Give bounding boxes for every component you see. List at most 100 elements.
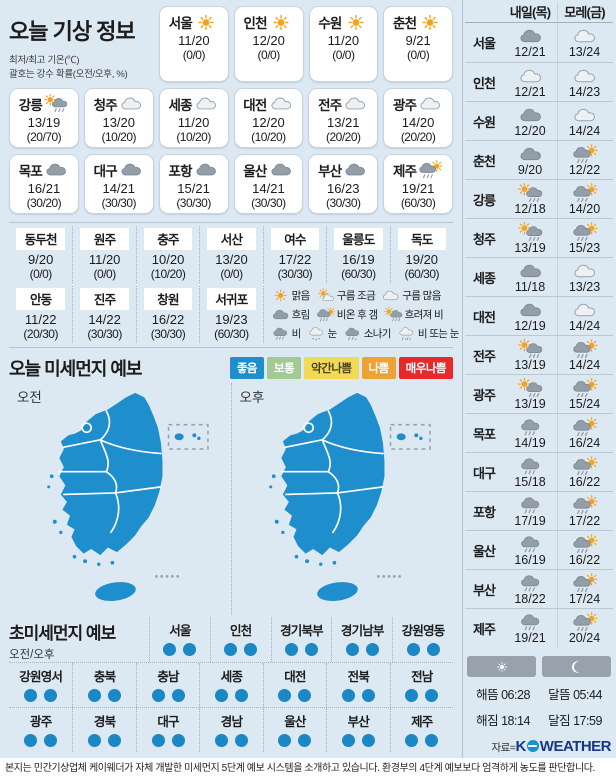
weather-icon	[417, 160, 443, 179]
tomorrow-cell: 13/19	[503, 336, 557, 374]
region-name: 인천	[229, 623, 252, 638]
region-dust-cell: 세종	[199, 662, 262, 707]
tomorrow-cell: 9/20	[503, 141, 557, 179]
weather-icon	[516, 66, 545, 86]
temp-range: 16/22	[151, 311, 185, 327]
am-dust-dot	[24, 733, 38, 747]
city-name: 부산	[473, 582, 496, 598]
city-weather-card: 청주 13/20 (10/20)	[83, 87, 154, 148]
temp-range: 12/20	[514, 123, 546, 138]
dust-level-pill: 나쁨	[361, 356, 396, 379]
map-am-label: 오전	[17, 389, 42, 405]
minor-city-cell: 여수 17/22 (30/30)	[262, 225, 326, 283]
city-weather-card: 울산 14/21 (30/30)	[233, 153, 304, 214]
pm-dust-dot	[425, 688, 439, 702]
dust-dots	[73, 688, 135, 702]
temp-range: 12/19	[514, 318, 546, 333]
city-name: 춘천	[473, 153, 496, 169]
day-after-cell: 16/22	[557, 453, 611, 491]
precip-probability: (0/0)	[257, 48, 281, 62]
am-dust-dot	[151, 733, 165, 747]
subtitle-prob: 괄호는 강수 확률(오전/오후, %)	[9, 68, 128, 80]
ultrafine-section: 초미세먼지 예보 오전/오후 서울 인천 경기북부 경기남부	[9, 616, 453, 752]
region-name: 강원영동	[401, 623, 446, 638]
region-dust-cell: 전북	[326, 662, 389, 707]
region-dust-cell: 강원영동	[392, 616, 453, 662]
weather-icon	[570, 261, 599, 281]
map-pm-label: 오후	[239, 389, 265, 405]
city-weather-card: 인천 12/20 (0/0)	[233, 6, 304, 82]
precip-probability: (30/30)	[325, 195, 361, 210]
legend-label: 비 또는 눈	[417, 327, 459, 340]
legend-item: 소나기	[342, 326, 391, 341]
tomorrow-cell: 12/21	[503, 23, 557, 62]
weather-icon	[342, 160, 368, 179]
region-name: 경북	[93, 714, 116, 729]
city-name: 안동	[16, 287, 66, 310]
weather-icon	[43, 94, 69, 113]
temp-range: 16/21	[27, 180, 61, 196]
temp-range: 19/20	[405, 251, 439, 267]
moon-icon	[571, 660, 579, 673]
minor-city-cell: 충주 10/20 (10/20)	[135, 225, 199, 283]
minor-cities-table: 동두천 9/20 (0/0) 원주 11/20 (0/0) 충주 10/20 (…	[9, 221, 459, 348]
outlook-row: 광주 13/19 15/24	[465, 374, 613, 413]
dust-dots	[137, 688, 199, 702]
city-weather-card: 춘천 9/21 (0/0)	[383, 6, 453, 82]
dust-map-am: 오전	[9, 383, 231, 615]
region-name: 대구	[157, 714, 179, 729]
legend-label: 비	[291, 327, 302, 340]
ultrafine-sub: 오전/오후	[9, 648, 55, 661]
city-name: 동두천	[16, 227, 66, 250]
legend-item: 구름 많음	[380, 288, 441, 303]
region-dust-cell: 경기남부	[331, 616, 392, 662]
pm-dust-dot	[234, 688, 248, 702]
weather-icon	[570, 300, 599, 320]
city-weather-card: 대구 14/21 (30/30)	[83, 153, 154, 214]
temp-range: 16/22	[568, 474, 601, 489]
outlook-row: 대구 15/18 16/22	[465, 452, 613, 491]
precip-probability: (30/30)	[251, 195, 286, 210]
weather-icon	[118, 94, 144, 113]
pm-dust-dot	[426, 642, 440, 656]
day-after-cell: 15/23	[557, 219, 611, 257]
temp-range: 14/22	[88, 311, 121, 327]
korea-map	[29, 385, 211, 613]
am-dust-dot	[163, 642, 177, 656]
moonrise-label: 달뜸	[548, 688, 571, 702]
legend-label: 구름 조금	[336, 289, 376, 302]
outlook-row: 서울 12/21 13/24	[465, 23, 613, 62]
city-name: 광주	[473, 387, 496, 403]
rise-times: 해뜸 06:28 달뜸 05:44	[465, 684, 613, 703]
left-panel: 오늘 기상 정보 최저/최고 기온(℃) 괄호는 강수 확률(오전/오후, %)…	[9, 6, 459, 752]
sunrise-label: 해뜸	[476, 688, 499, 702]
set-times: 해짐 18:14 달짐 17:59	[465, 710, 613, 729]
sunset-label: 해짐	[476, 714, 499, 728]
pm-dust-dot	[183, 642, 197, 656]
precip-probability: (20/20)	[400, 129, 436, 144]
legend-item: 흐림	[270, 307, 310, 322]
am-dust-dot	[278, 688, 292, 702]
day-after-cell: 14/24	[557, 297, 611, 335]
temp-range: 18/22	[514, 591, 546, 606]
moonrise-time: 05:44	[573, 688, 602, 702]
weather-icon	[118, 160, 144, 179]
outlook-row: 수원 12/20 14/24	[465, 101, 613, 140]
temp-range: 14/20	[401, 114, 435, 130]
precip-probability: (30/30)	[277, 266, 313, 281]
legend-label: 눈	[327, 327, 338, 340]
legend-weather-icon	[342, 326, 363, 341]
legend-weather-icon	[396, 326, 417, 341]
pm-dust-dot	[304, 642, 318, 656]
city-weather-card: 제주 19/21 (60/30)	[383, 153, 453, 214]
precip-probability: (10/20)	[176, 129, 211, 144]
am-dust-dot	[278, 733, 292, 747]
city-weather-card: 부산 16/23 (30/30)	[308, 153, 379, 214]
dust-dots	[327, 688, 389, 702]
day-after-cell: 14/23	[557, 63, 611, 101]
city-name: 강릉	[473, 192, 496, 208]
dust-title: 오늘 미세먼지 예보	[9, 358, 142, 379]
precip-probability: (0/0)	[220, 266, 243, 281]
weather-icon	[570, 612, 599, 632]
weather-icon	[193, 94, 219, 113]
